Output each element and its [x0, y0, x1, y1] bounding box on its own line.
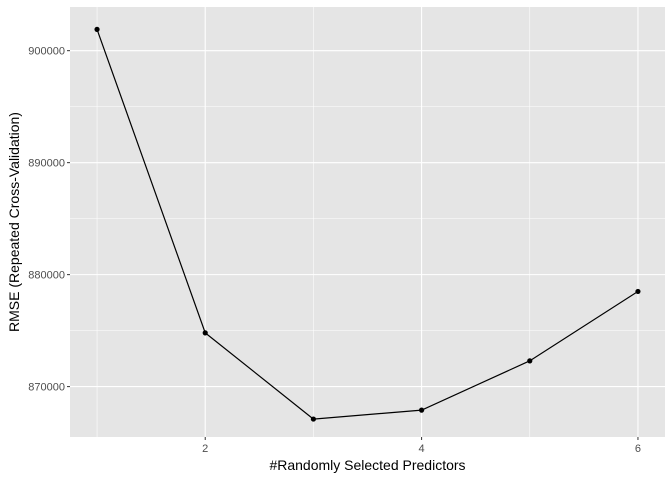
x-tick-label: 6 [635, 443, 641, 455]
y-tick-label: 880000 [28, 270, 65, 282]
series-layer [94, 26, 641, 422]
x-tick-label: 2 [202, 443, 208, 455]
y-tick-label: 890000 [28, 158, 65, 170]
grid-major [70, 7, 665, 437]
x-axis-title: #Randomly Selected Predictors [269, 457, 465, 473]
grid-minor [70, 7, 665, 437]
data-point [527, 358, 533, 364]
data-point [310, 416, 317, 422]
plot-panel [70, 7, 665, 437]
y-axis-title: RMSE (Repeated Cross-Validation) [6, 112, 22, 332]
x-axis: 2 4 6 [202, 437, 641, 455]
data-point [202, 330, 208, 336]
y-axis: 870000 880000 890000 900000 [28, 46, 70, 394]
data-point [94, 26, 100, 32]
y-tick-label: 870000 [28, 382, 65, 394]
series-line [96, 29, 639, 420]
y-tick-label: 900000 [28, 46, 65, 58]
x-tick-label: 4 [419, 443, 425, 455]
data-point [635, 288, 641, 295]
data-point [418, 407, 425, 413]
